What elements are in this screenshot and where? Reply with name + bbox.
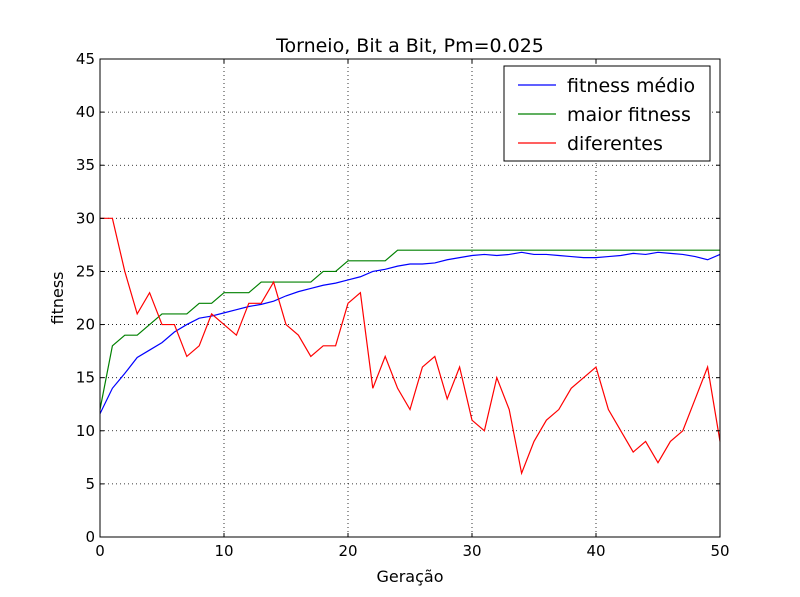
y-tick-label: 5 (85, 475, 95, 493)
x-tick-label: 30 (462, 542, 481, 560)
plot-area-frame (99, 58, 721, 538)
y-axis-title: fitness (48, 271, 67, 324)
y-tick-label: 40 (76, 103, 95, 121)
legend-label-diferentes: diferentes (567, 133, 663, 155)
y-tick-label: 35 (76, 156, 95, 174)
x-tick-label: 10 (214, 542, 233, 560)
x-axis-title: Geração (376, 567, 443, 586)
x-tick-label: 20 (338, 542, 357, 560)
series-lines (99, 217, 721, 476)
legend: fitness médio maior fitness diferentes (503, 65, 711, 162)
y-tick-label: 25 (76, 262, 95, 280)
x-tick-label: 40 (586, 542, 605, 560)
legend-label-fitness-medio: fitness médio (567, 75, 695, 97)
y-tick-label: 15 (76, 369, 95, 387)
y-tick-label: 20 (76, 316, 95, 334)
y-tick-label: 0 (85, 528, 95, 546)
axis-ticks: 0 10 20 30 40 50 0 5 10 15 20 25 30 35 40 45 (76, 50, 730, 560)
series-line-maior-fitness (99, 249, 720, 410)
x-tick-label: 50 (710, 542, 729, 560)
legend-label-maior-fitness: maior fitness (567, 104, 691, 126)
y-tick-label: 10 (76, 422, 95, 440)
series-line-fitness-medio (99, 251, 721, 415)
x-tick-label: 0 (95, 542, 105, 560)
y-tick-label: 30 (76, 209, 95, 227)
chart-title: Torneio, Bit a Bit, Pm=0.025 (275, 35, 544, 57)
y-tick-label: 45 (76, 50, 95, 68)
series-line-diferentes (100, 217, 721, 476)
